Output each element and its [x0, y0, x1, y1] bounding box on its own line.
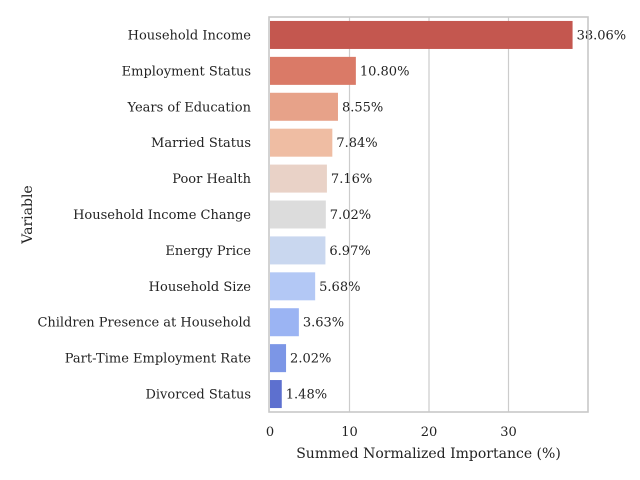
bar — [270, 236, 326, 265]
y-axis-title: Variable — [20, 185, 36, 244]
bar — [270, 20, 573, 49]
x-tick-label: 0 — [266, 425, 274, 440]
bar — [270, 200, 326, 229]
data-label: 2.02% — [290, 352, 331, 367]
data-label: 7.16% — [331, 172, 372, 187]
category-label: Children Presence at Household — [37, 316, 251, 331]
data-label: 6.97% — [329, 244, 370, 259]
bar — [270, 380, 282, 409]
category-labels: Household Income Employment Status Years o… — [37, 28, 251, 402]
data-label: 8.55% — [342, 100, 383, 115]
category-label: Household Income Change — [73, 208, 251, 223]
category-label: Poor Health — [172, 172, 251, 187]
bar — [270, 344, 287, 373]
x-tick-labels: 0 10 20 30 — [266, 425, 517, 440]
bar — [270, 56, 356, 85]
category-label: Years of Education — [127, 100, 252, 115]
category-label: Employment Status — [122, 64, 251, 79]
category-label: Divorced Status — [145, 388, 251, 403]
category-label: Energy Price — [165, 244, 251, 259]
data-label: 5.68% — [319, 280, 360, 295]
x-tick-label: 30 — [500, 425, 517, 440]
data-label: 38.06% — [577, 28, 627, 43]
x-tick-label: 20 — [421, 425, 438, 440]
data-label: 7.02% — [330, 208, 371, 223]
data-label: 3.63% — [303, 316, 344, 331]
plot-frame — [268, 16, 589, 413]
value-labels: 38.06% 10.80% 8.55% 7.84% 7.16% 7.02% 6.97% 5.6… — [286, 28, 626, 402]
bar — [270, 128, 333, 157]
category-label: Household Size — [149, 280, 252, 295]
category-label: Part-Time Employment Rate — [65, 352, 252, 367]
x-axis-title: Summed Normalized Importance (%) — [296, 446, 561, 462]
bar — [270, 164, 327, 193]
data-label: 1.48% — [286, 388, 327, 403]
bar — [270, 272, 316, 301]
data-label: 10.80% — [360, 64, 410, 79]
bar — [270, 308, 299, 337]
x-tick-label: 10 — [341, 425, 358, 440]
bar-layer — [270, 20, 573, 409]
data-label: 7.84% — [336, 136, 377, 151]
bar — [270, 92, 338, 121]
category-label: Married Status — [151, 136, 251, 151]
category-label: Household Income — [128, 28, 252, 43]
